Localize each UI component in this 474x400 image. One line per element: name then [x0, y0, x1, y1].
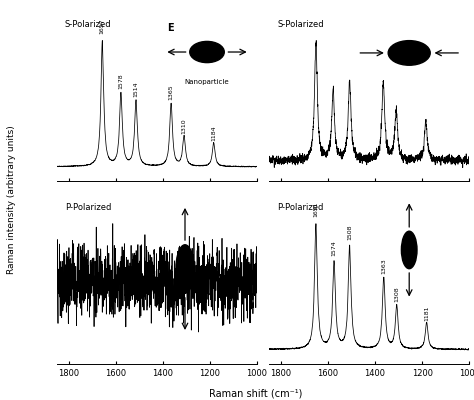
Text: 1651: 1651	[313, 202, 319, 218]
Text: P-Polarized: P-Polarized	[65, 203, 111, 212]
Text: 1184: 1184	[211, 126, 216, 142]
Text: 1310: 1310	[182, 118, 187, 134]
Text: Raman shift (cm⁻¹): Raman shift (cm⁻¹)	[210, 388, 302, 398]
Text: P-Polarized: P-Polarized	[277, 203, 323, 212]
Text: 1181: 1181	[424, 305, 429, 321]
Text: 1365: 1365	[169, 84, 173, 100]
Text: 1363: 1363	[381, 258, 386, 274]
Text: Raman intensity (arbitrary units): Raman intensity (arbitrary units)	[7, 126, 16, 274]
Text: 1657: 1657	[100, 18, 105, 34]
Text: 1514: 1514	[134, 81, 138, 97]
Text: 1508: 1508	[347, 224, 352, 240]
Text: 1308: 1308	[394, 286, 399, 302]
Text: S-Polarized: S-Polarized	[65, 20, 111, 29]
Text: S-Polarized: S-Polarized	[277, 20, 324, 29]
Text: 1578: 1578	[118, 73, 123, 88]
Text: 1574: 1574	[332, 241, 337, 256]
